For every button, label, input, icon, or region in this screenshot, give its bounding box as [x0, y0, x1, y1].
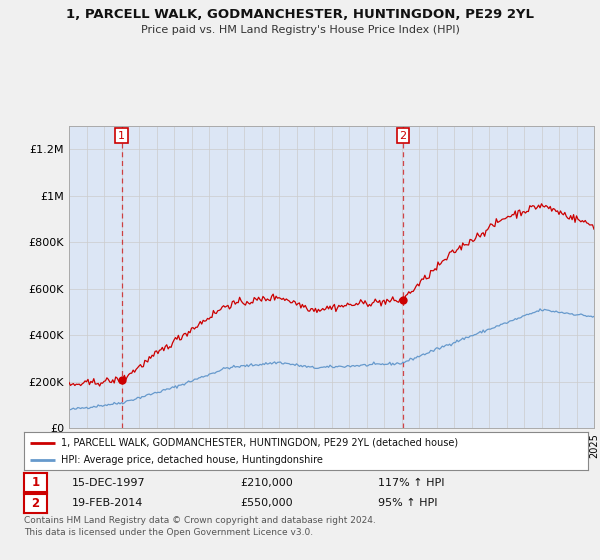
Text: 2: 2 — [400, 130, 407, 141]
Text: 1, PARCELL WALK, GODMANCHESTER, HUNTINGDON, PE29 2YL (detached house): 1, PARCELL WALK, GODMANCHESTER, HUNTINGD… — [61, 438, 458, 448]
Text: 1, PARCELL WALK, GODMANCHESTER, HUNTINGDON, PE29 2YL: 1, PARCELL WALK, GODMANCHESTER, HUNTINGD… — [66, 8, 534, 21]
Text: £210,000: £210,000 — [240, 478, 293, 488]
Text: Contains HM Land Registry data © Crown copyright and database right 2024.
This d: Contains HM Land Registry data © Crown c… — [24, 516, 376, 536]
Text: 19-FEB-2014: 19-FEB-2014 — [72, 498, 143, 508]
Text: 15-DEC-1997: 15-DEC-1997 — [72, 478, 146, 488]
Text: Price paid vs. HM Land Registry's House Price Index (HPI): Price paid vs. HM Land Registry's House … — [140, 25, 460, 35]
Text: HPI: Average price, detached house, Huntingdonshire: HPI: Average price, detached house, Hunt… — [61, 455, 323, 465]
Text: 1: 1 — [118, 130, 125, 141]
Text: 95% ↑ HPI: 95% ↑ HPI — [378, 498, 437, 508]
Text: £550,000: £550,000 — [240, 498, 293, 508]
Text: 2: 2 — [31, 497, 40, 510]
Text: 117% ↑ HPI: 117% ↑ HPI — [378, 478, 445, 488]
Text: 1: 1 — [31, 476, 40, 489]
